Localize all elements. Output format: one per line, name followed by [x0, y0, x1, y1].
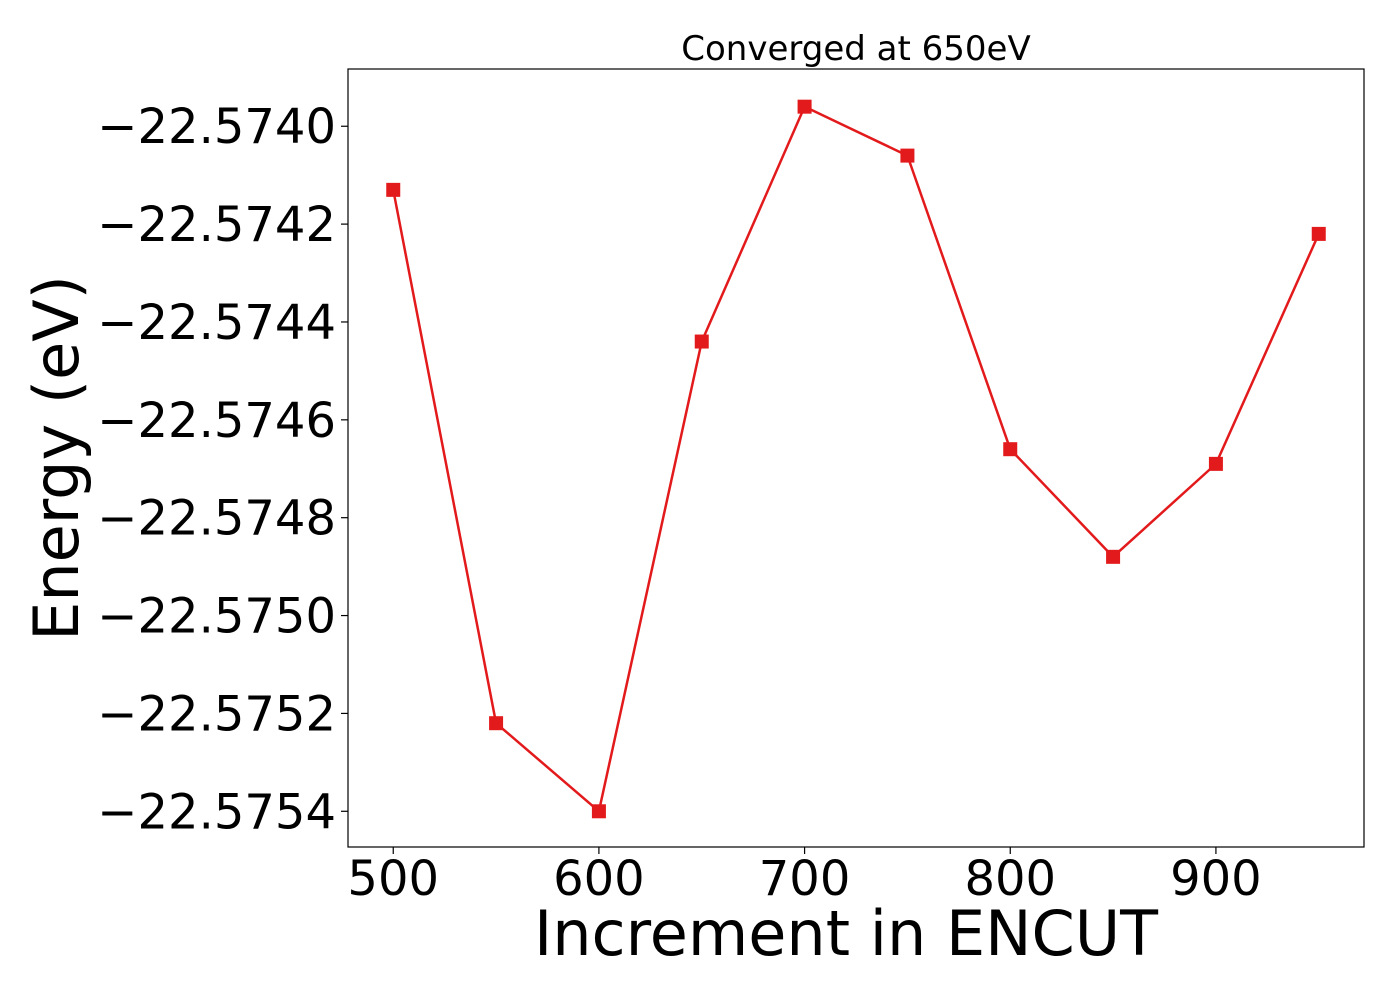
data-point-marker	[1106, 549, 1121, 564]
chart-title: Converged at 650eV	[681, 29, 1030, 69]
y-tick-label: −22.5748	[97, 491, 336, 547]
data-point-marker	[900, 148, 915, 163]
y-axis-ticks: −22.5740 −22.5742 −22.5744 −22.5746 −22.5748…	[97, 99, 348, 840]
data-point-marker	[1311, 226, 1326, 241]
y-tick-label: −22.5754	[97, 784, 336, 840]
y-tick-label: −22.5752	[97, 686, 336, 742]
data-point-marker	[694, 334, 709, 349]
x-tick-label: 500	[347, 851, 439, 907]
data-point-marker	[591, 804, 606, 819]
data-point-marker	[489, 716, 504, 731]
data-point-marker	[386, 182, 401, 197]
data-point-marker	[797, 99, 812, 114]
y-tick-label: −22.5740	[97, 99, 336, 155]
y-axis-label: Energy (eV)	[20, 275, 93, 641]
energy-series-line	[392, 105, 1320, 813]
plot-area-frame	[347, 68, 1365, 848]
data-point-marker	[1208, 456, 1223, 471]
x-tick-label: 600	[553, 851, 645, 907]
series-layer	[386, 99, 1326, 819]
y-tick-label: −22.5742	[97, 197, 336, 253]
data-point-marker	[1003, 442, 1018, 457]
x-tick-label: 900	[1170, 851, 1262, 907]
y-tick-label: −22.5746	[97, 393, 336, 449]
x-tick-label: 800	[964, 851, 1056, 907]
x-tick-label: 700	[759, 851, 851, 907]
x-axis-ticks: 500 600 700 800 900	[347, 847, 1262, 907]
y-tick-label: −22.5750	[97, 589, 336, 645]
x-axis-label: Increment in ENCUT	[534, 897, 1159, 970]
y-tick-label: −22.5744	[97, 295, 336, 351]
